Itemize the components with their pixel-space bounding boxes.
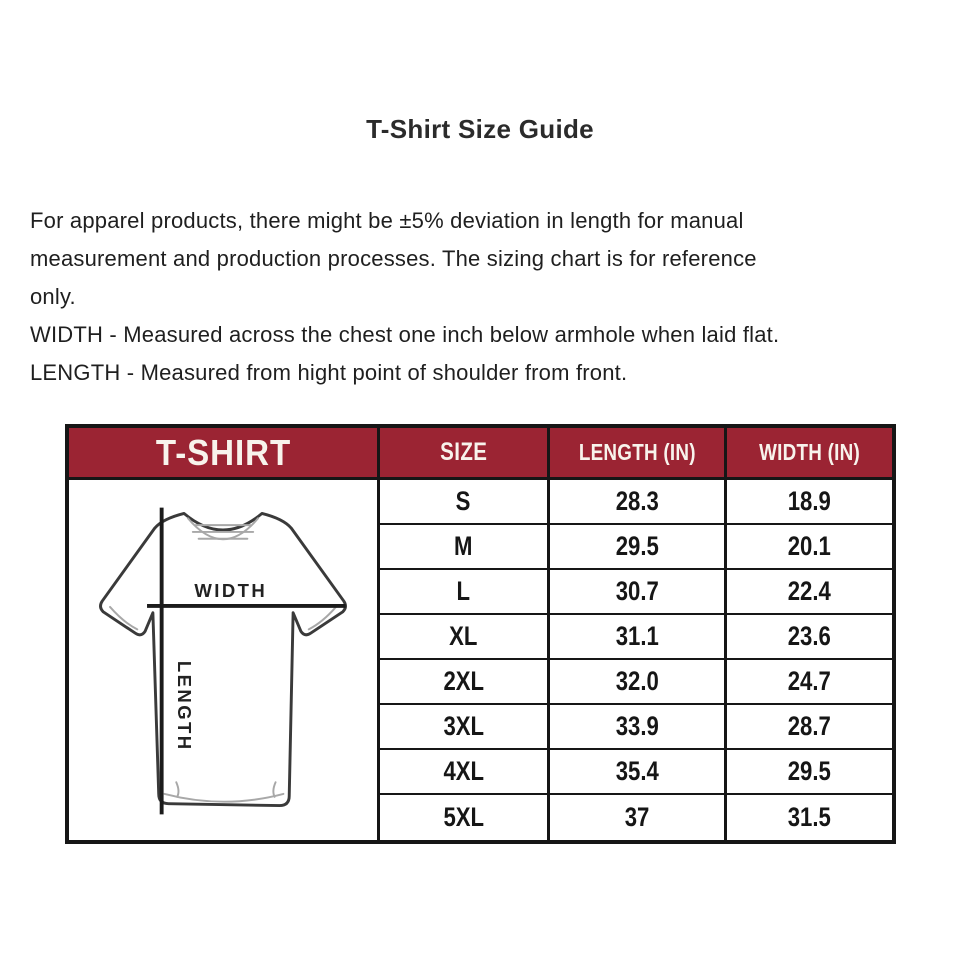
intro-text: For apparel products, there might be ±5%…: [30, 202, 934, 392]
length-cell: 28.3: [550, 480, 727, 525]
tshirt-diagram: WIDTH LENGTH: [99, 507, 347, 815]
length-definition: LENGTH - Measured from hight point of sh…: [30, 360, 628, 385]
size-cell: 2XL: [380, 660, 550, 705]
intro-line-1: For apparel products, there might be ±5%…: [30, 208, 744, 233]
length-cell: 31.1: [550, 615, 727, 660]
size-cell: M: [380, 525, 550, 570]
size-cell: 5XL: [380, 795, 550, 840]
length-cell: 35.4: [550, 750, 727, 795]
size-cell: 3XL: [380, 705, 550, 750]
size-cell: S: [380, 480, 550, 525]
width-cell: 31.5: [787, 802, 832, 832]
width-cell: 29.5: [727, 750, 892, 795]
size-table: T-SHIRT SIZE LENGTH (IN) WIDTH (IN): [65, 424, 896, 844]
width-cell: 22.4: [727, 570, 892, 615]
intro-line-2: measurement and production processes. Th…: [30, 246, 757, 271]
size-cell: 4XL: [380, 750, 550, 795]
column-header-width: WIDTH (IN): [727, 428, 892, 480]
width-definition: WIDTH - Measured across the chest one in…: [30, 322, 780, 347]
length-cell: 37: [550, 795, 727, 840]
size-cell: L: [380, 570, 550, 615]
tshirt-outline: [99, 511, 347, 808]
width-cell: 24.7: [727, 660, 892, 705]
column-header-length: LENGTH (IN): [550, 428, 727, 480]
width-cell: 18.9: [727, 480, 892, 525]
width-cell: 28.7: [727, 705, 892, 750]
table-corner-header: T-SHIRT: [69, 428, 380, 480]
length-label: LENGTH: [174, 661, 195, 752]
tshirt-diagram-cell: WIDTH LENGTH: [69, 480, 380, 840]
size-cell: XL: [380, 615, 550, 660]
page-title: T-Shirt Size Guide: [366, 114, 594, 144]
length-cell: 30.7: [550, 570, 727, 615]
intro-line-3: only.: [30, 284, 76, 309]
width-label: WIDTH: [194, 580, 267, 601]
length-cell: 29.5: [550, 525, 727, 570]
width-cell: 23.6: [727, 615, 892, 660]
width-cell: 20.1: [727, 525, 892, 570]
length-cell: 33.9: [550, 705, 727, 750]
length-cell: 32.0: [550, 660, 727, 705]
column-header-size: SIZE: [380, 428, 550, 480]
